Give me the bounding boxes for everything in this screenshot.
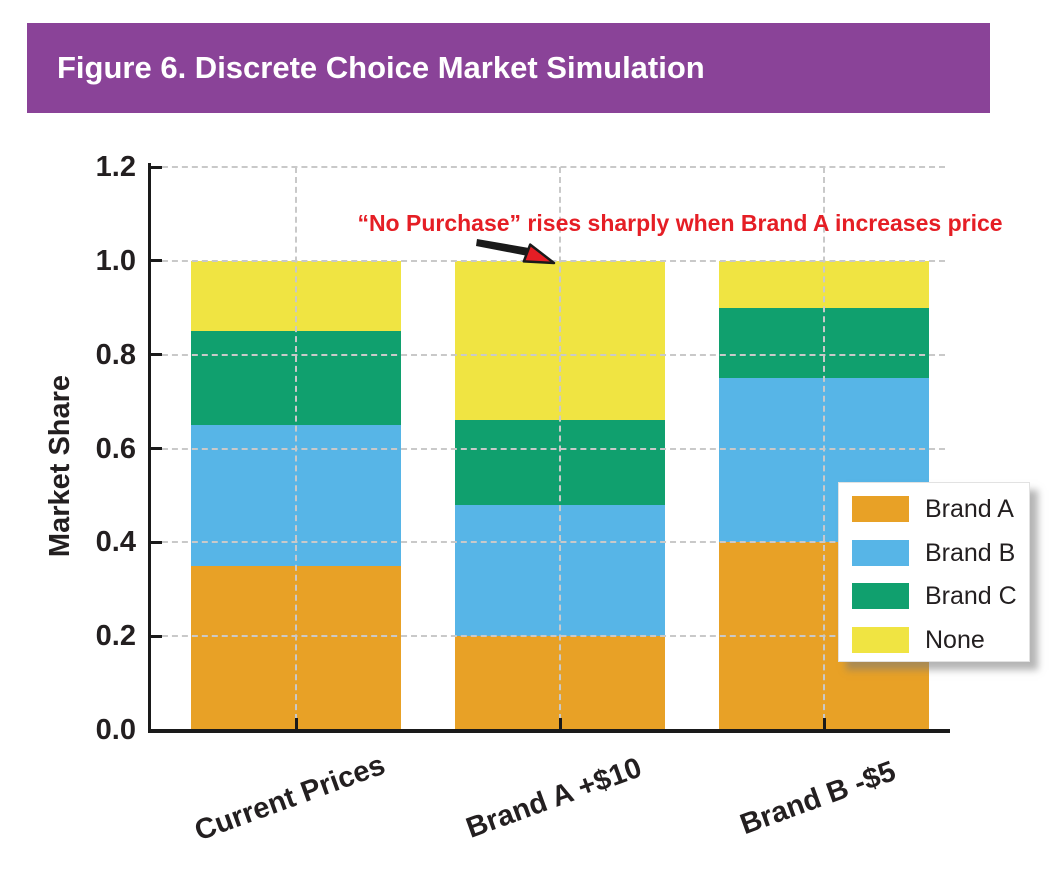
- figure-title: Figure 6. Discrete Choice Market Simulat…: [57, 50, 705, 85]
- y-tick-mark-0.0: [150, 728, 162, 732]
- figure-title-banner: Figure 6. Discrete Choice Market Simulat…: [27, 23, 990, 113]
- annotation-text: “No Purchase” rises sharply when Brand A…: [357, 210, 1003, 236]
- legend-row-none: None: [839, 625, 1029, 655]
- legend-swatch-brand-b: [852, 539, 909, 566]
- gridline-horizontal-0.6: [152, 447, 945, 450]
- gridline-horizontal-0.8: [152, 353, 945, 356]
- legend-swatch-brand-c: [852, 583, 909, 609]
- x-tick-mark-current-prices: [294, 718, 298, 730]
- y-tick-mark-0.6: [150, 447, 162, 450]
- chart-legend: Brand A Brand B Brand C None: [838, 482, 1030, 662]
- legend-label-brand-a: Brand A: [925, 495, 1014, 523]
- legend-label-brand-c: Brand C: [925, 582, 1017, 610]
- y-tick-label-0.6: 0.6: [95, 432, 136, 465]
- y-tick-label-1.0: 1.0: [95, 244, 136, 277]
- legend-row-brand-c: Brand C: [839, 581, 1029, 611]
- y-tick-label-0.8: 0.8: [95, 338, 136, 371]
- legend-swatch-brand-a: [852, 496, 909, 522]
- x-category-label-brand-b-5: Brand B -$5: [736, 755, 900, 842]
- x-category-label-current-prices: Current Prices: [190, 748, 390, 848]
- x-tick-mark-brand-b-5: [822, 718, 826, 730]
- y-axis-title: Market Share: [44, 374, 76, 558]
- y-tick-mark-1.0: [150, 259, 162, 263]
- gridline-horizontal-0.4: [152, 541, 945, 544]
- legend-row-brand-b: Brand B: [839, 538, 1029, 568]
- y-tick-label-1.2: 1.2: [95, 151, 136, 183]
- y-tick-mark-0.4: [150, 540, 162, 544]
- gridline-vertical-brand-b-5: [823, 167, 825, 730]
- x-axis-spine: [148, 729, 950, 733]
- gridline-vertical-brand-a-10: [559, 167, 561, 730]
- legend-label-brand-b: Brand B: [925, 538, 1016, 567]
- y-tick-mark-1.2: [150, 165, 162, 169]
- gridline-horizontal-0.2: [152, 635, 945, 638]
- gridline-horizontal-1.2: [152, 166, 945, 168]
- y-tick-label-0.4: 0.4: [95, 526, 136, 559]
- gridline-vertical-current-prices: [295, 167, 297, 730]
- x-tick-mark-brand-a-10: [558, 718, 562, 730]
- y-axis-spine: [148, 163, 151, 733]
- legend-label-none: None: [925, 625, 985, 654]
- legend-swatch-none: [852, 626, 909, 653]
- y-tick-mark-0.2: [150, 634, 162, 638]
- y-tick-label-0.2: 0.2: [95, 620, 136, 653]
- y-tick-mark-0.8: [150, 353, 162, 357]
- x-category-label-brand-a-10: Brand A +$10: [462, 751, 646, 845]
- annotation-arrow-icon: [476, 239, 556, 265]
- y-tick-label-0.0: 0.0: [95, 714, 136, 746]
- legend-row-brand-a: Brand A: [839, 494, 1029, 524]
